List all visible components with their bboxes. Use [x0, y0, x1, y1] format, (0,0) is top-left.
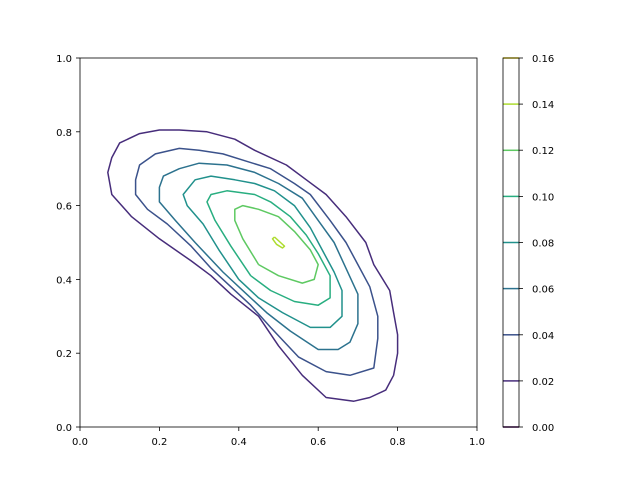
y-tick: 0.2 — [56, 349, 80, 360]
colorbar-tick-label: 0.10 — [532, 192, 554, 203]
x-tick-label: 1.0 — [469, 437, 485, 448]
colorbar-level-lines — [503, 57, 519, 428]
y-tick: 1.0 — [56, 54, 80, 65]
y-tick-label: 0.4 — [56, 275, 72, 286]
colorbar-tick: 0.04 — [519, 331, 554, 342]
contour-line-0_10 — [206, 190, 331, 306]
contour-line-0_04 — [134, 147, 379, 377]
colorbar-tick-label: 0.12 — [532, 146, 554, 157]
contour-line-0_02 — [107, 129, 399, 402]
x-tick: 0.8 — [390, 427, 406, 448]
y-axis: 0.0 0.2 0.4 0.6 0.8 1.0 — [56, 54, 80, 434]
y-tick: 0.0 — [56, 423, 80, 434]
x-tick: 0.2 — [151, 427, 167, 448]
contour-line-0_12 — [234, 204, 319, 284]
colorbar-tick: 0.10 — [519, 192, 554, 203]
y-tick-label: 0.8 — [56, 128, 72, 139]
y-tick-label: 1.0 — [56, 54, 72, 65]
x-tick: 1.0 — [469, 427, 485, 448]
colorbar-tick: 0.16 — [519, 54, 554, 65]
y-tick-label: 0.2 — [56, 349, 72, 360]
contour-line-0_14 — [271, 236, 286, 249]
x-tick-label: 0.8 — [390, 437, 406, 448]
colorbar-tick: 0.02 — [519, 377, 554, 388]
x-tick: 0.6 — [310, 427, 326, 448]
contour-line-0_08 — [182, 175, 343, 329]
colorbar-tick: 0.00 — [519, 423, 554, 434]
colorbar: 0.00 0.02 0.04 0.06 0.08 0.10 0.12 0.14 … — [502, 54, 554, 434]
plot-area-frame — [79, 57, 478, 428]
colorbar-tick: 0.06 — [519, 285, 554, 296]
colorbar-tick-label: 0.14 — [532, 100, 554, 111]
x-tick: 0.0 — [72, 427, 88, 448]
x-tick-label: 0.6 — [310, 437, 326, 448]
colorbar-tick-label: 0.08 — [532, 239, 554, 250]
y-tick: 0.8 — [56, 128, 80, 139]
colorbar-tick-label: 0.04 — [532, 331, 554, 342]
x-tick-label: 0.2 — [151, 437, 167, 448]
colorbar-tick: 0.12 — [519, 146, 554, 157]
x-axis: 0.0 0.2 0.4 0.6 0.8 1.0 — [72, 427, 485, 448]
contour-line-0_06 — [158, 162, 359, 351]
colorbar-tick-label: 0.16 — [532, 54, 554, 65]
x-tick: 0.4 — [231, 427, 247, 448]
x-tick-label: 0.4 — [231, 437, 247, 448]
y-tick: 0.6 — [56, 202, 80, 213]
colorbar-ticks: 0.00 0.02 0.04 0.06 0.08 0.10 0.12 0.14 … — [519, 54, 554, 434]
y-tick-label: 0.0 — [56, 423, 72, 434]
x-tick-label: 0.0 — [72, 437, 88, 448]
colorbar-tick-label: 0.06 — [532, 285, 554, 296]
contour-lines — [107, 129, 399, 402]
colorbar-tick-label: 0.02 — [532, 377, 554, 388]
y-tick-label: 0.6 — [56, 202, 72, 213]
y-tick: 0.4 — [56, 275, 80, 286]
colorbar-tick: 0.14 — [519, 100, 554, 111]
colorbar-tick: 0.08 — [519, 239, 554, 250]
colorbar-tick-label: 0.00 — [532, 423, 554, 434]
